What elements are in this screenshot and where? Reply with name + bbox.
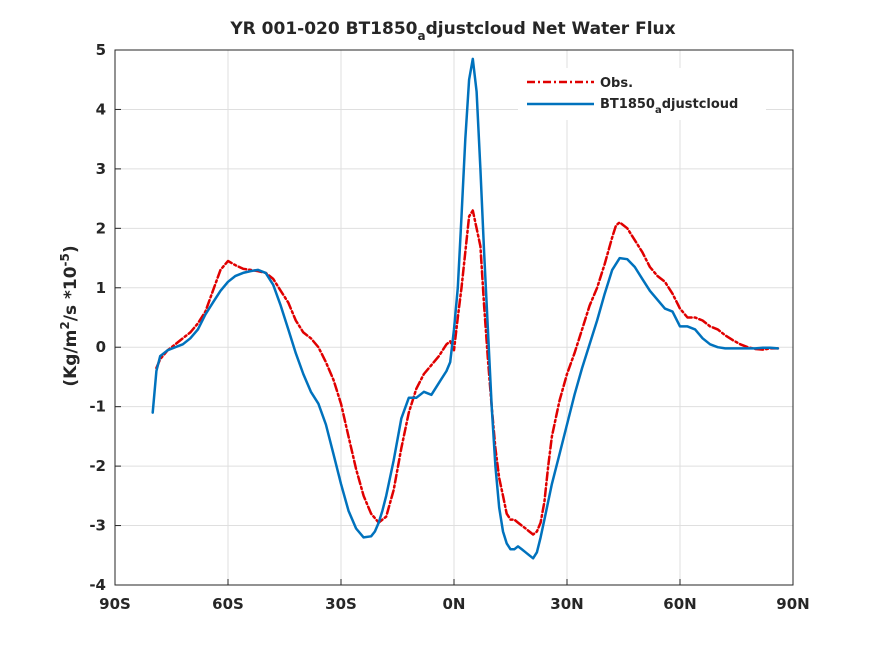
chart-title: YR 001-020 BT1850adjustcloud Net Water F… <box>229 19 675 43</box>
ylabel-superscript-1: 2 <box>58 321 72 329</box>
ticks: 90S 60S 30S 0N 30N 60N 90N -4 -3 -2 -1 0 1 2 3 4 5 <box>89 41 809 613</box>
y-axis-label: (Kg/m2/s *10-5) <box>58 245 81 386</box>
title-subscript: a <box>418 29 426 43</box>
legend-box <box>518 68 766 120</box>
ylabel-part-2: /s *10 <box>61 266 81 321</box>
ylabel-part-3: ) <box>61 245 81 253</box>
x-tick-label: 90N <box>776 595 809 613</box>
x-tick-label: 0N <box>443 595 466 613</box>
series-line-obs <box>155 209 780 536</box>
legend: Obs. BT1850adjustcloud <box>518 68 766 120</box>
x-tick-label: 60N <box>663 595 696 613</box>
y-tick-label: 0 <box>96 338 106 356</box>
legend-label-obs: Obs. <box>600 76 633 91</box>
x-tick-label: 30N <box>550 595 583 613</box>
y-tick-label: 5 <box>96 41 106 59</box>
y-tick-label: -3 <box>89 517 106 535</box>
x-tick-label: 90S <box>99 595 131 613</box>
ylabel-superscript-2: -5 <box>58 253 72 266</box>
x-tick-label: 60S <box>212 595 244 613</box>
y-tick-label: 1 <box>96 279 106 297</box>
y-tick-label: -1 <box>89 398 106 416</box>
y-tick-label: 2 <box>96 219 106 237</box>
ylabel-part-1: (Kg/m <box>61 330 81 387</box>
series-line-model <box>151 57 780 560</box>
title-rest: djustcloud Net Water Flux <box>426 19 676 39</box>
series-lines <box>151 57 780 560</box>
x-tick-label: 30S <box>325 595 357 613</box>
y-tick-label: 3 <box>96 160 106 178</box>
title-main: YR 001-020 BT1850 <box>229 19 417 39</box>
y-tick-label: 4 <box>96 100 106 118</box>
y-tick-label: -4 <box>89 576 106 594</box>
y-tick-label: -2 <box>89 457 106 475</box>
legend-label-model: BT1850adjustcloud <box>600 97 738 116</box>
